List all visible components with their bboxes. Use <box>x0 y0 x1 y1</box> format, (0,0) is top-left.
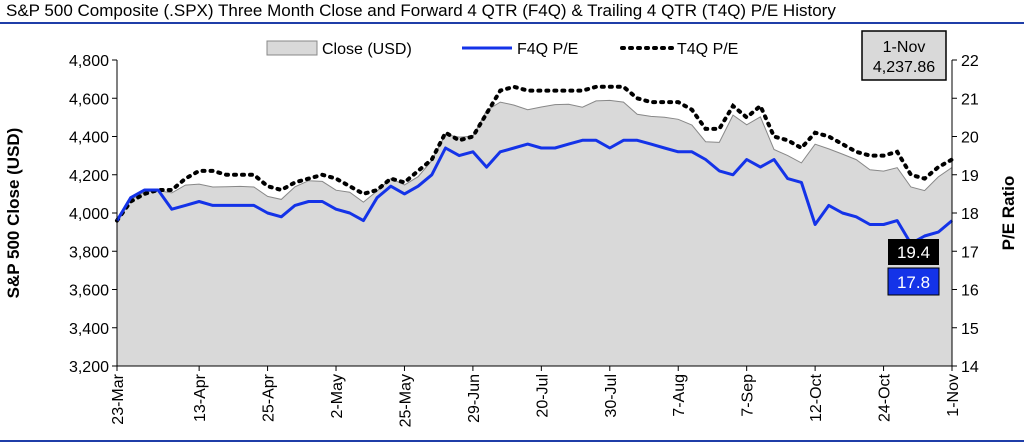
title-rule <box>0 22 1024 24</box>
bottom-rule <box>0 440 1024 442</box>
left-tick-label: 4,600 <box>69 91 109 108</box>
t4q-end-label-box <box>888 239 939 265</box>
right-tick-label: 22 <box>961 53 979 70</box>
right-tick-label: 18 <box>961 206 979 223</box>
left-tick-label: 3,600 <box>69 283 109 300</box>
left-tick-label: 4,400 <box>69 130 109 147</box>
right-tick-label: 19 <box>961 168 979 185</box>
annotation-date: 1-Nov <box>883 39 926 56</box>
right-tick-label: 16 <box>961 283 979 300</box>
x-tick-label: 30-Jul <box>603 374 620 418</box>
left-axis-ticks: 3,200 3,400 3,600 3,800 4,000 4,200 4,400 4,600… <box>69 53 117 376</box>
left-tick-label: 4,800 <box>69 53 109 70</box>
annotation-value: 4,237.86 <box>873 59 935 76</box>
left-tick-label: 4,200 <box>69 168 109 185</box>
left-axis-title: S&P 500 Close (USD) <box>4 128 23 299</box>
right-tick-label: 15 <box>961 321 979 338</box>
x-tick-label: 2-May <box>329 374 346 418</box>
x-tick-label: 25-Apr <box>261 373 278 422</box>
f4q-end-label-text: 17.8 <box>897 273 930 292</box>
x-tick-label: 23-Mar <box>110 373 127 424</box>
f4q-end-label-box <box>887 267 940 296</box>
f4q-end-label: 17.8 <box>887 267 940 296</box>
x-tick-label: 7-Sep <box>740 374 757 417</box>
left-tick-label: 3,200 <box>69 359 109 376</box>
left-tick-label: 3,400 <box>69 321 109 338</box>
right-axis-title: P/E Ratio <box>999 176 1018 251</box>
legend-f4q-label: F4Q P/E <box>517 41 578 58</box>
t4q-end-label: 19.4 <box>888 239 939 265</box>
left-tick-label: 3,800 <box>69 244 109 261</box>
chart-title: S&P 500 Composite (.SPX) Three Month Clo… <box>6 1 836 20</box>
legend-close-swatch <box>266 40 318 56</box>
x-tick-label: 25-May <box>398 374 415 427</box>
left-tick-label: 4,000 <box>69 206 109 223</box>
x-tick-label: 24-Oct <box>877 373 894 422</box>
x-axis-ticks: 23-Mar 13-Apr 25-Apr 2-May 25-May 29-Jun 20-Ju… <box>110 366 962 427</box>
t4q-end-label-text: 19.4 <box>897 243 930 262</box>
close-annotation: 1-Nov 4,237.86 <box>861 30 947 81</box>
right-tick-label: 17 <box>961 244 979 261</box>
legend-close-label: Close (USD) <box>322 41 412 58</box>
x-tick-label: 7-Aug <box>671 374 688 417</box>
legend: Close (USD) F4Q P/E T4Q P/E <box>266 40 738 58</box>
x-tick-label: 13-Apr <box>192 373 209 422</box>
x-tick-label: 12-Oct <box>808 373 825 422</box>
x-tick-label: 20-Jul <box>534 374 551 418</box>
right-tick-label: 21 <box>961 91 979 108</box>
legend-t4q-label: T4Q P/E <box>677 41 738 58</box>
t4q-pe-line <box>115 84 954 223</box>
right-axis-ticks: 14 15 16 17 18 19 20 21 22 <box>952 53 979 376</box>
annotation-box <box>861 30 947 81</box>
f4q-pe-line <box>115 138 953 246</box>
x-tick-label: 1-Nov <box>945 374 962 417</box>
x-tick-label: 29-Jun <box>466 374 483 423</box>
close-area <box>116 99 953 367</box>
right-tick-label: 20 <box>961 130 979 147</box>
right-tick-label: 14 <box>961 359 979 376</box>
